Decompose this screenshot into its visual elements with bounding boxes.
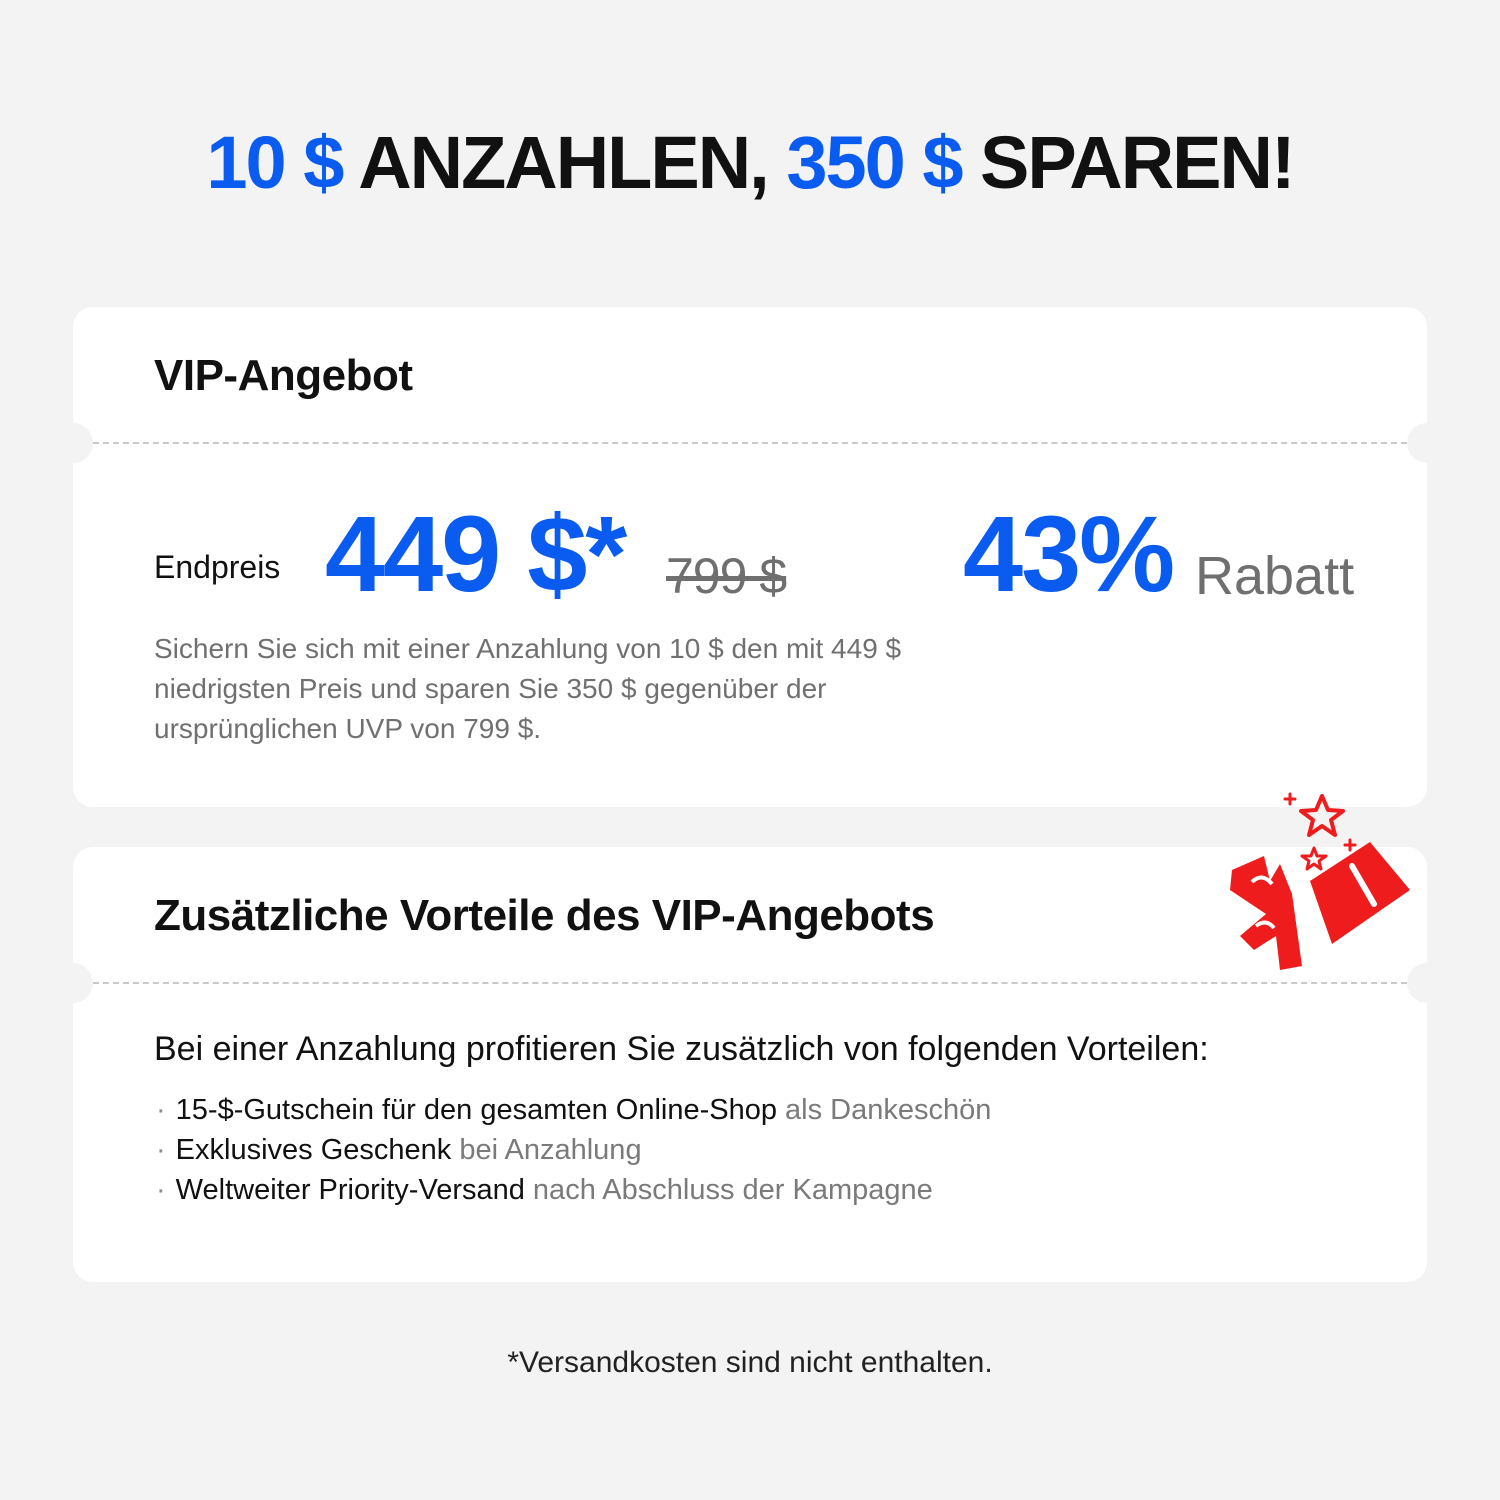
- list-item: · 15-$-Gutschein für den gesamten Online-…: [156, 1090, 991, 1130]
- ticket-notch-right: [1407, 423, 1447, 463]
- original-price: 799 $: [666, 548, 787, 604]
- list-item: · Weltweiter Priority-Versand nach Abschl…: [156, 1170, 991, 1210]
- headline-deposit-amount: 10 $: [206, 121, 344, 204]
- headline-savings-text: SPAREN!: [961, 121, 1296, 204]
- list-item: · Exklusives Geschenk bei Anzahlung: [156, 1130, 991, 1170]
- vip-offer-card: VIP-Angebot Endpreis 449 $* 799 $ 43% Ra…: [53, 307, 1447, 807]
- benefit-detail: nach Abschluss der Kampagne: [524, 1174, 933, 1206]
- offer-description: Sichern Sie sich mit einer Anzahlung von…: [154, 633, 902, 744]
- benefits-title: Zusätzliche Vorteile des VIP-Angebots: [154, 891, 935, 940]
- benefit-main: Weltweiter Priority-Versand: [175, 1174, 525, 1206]
- gift-icon: [1230, 792, 1410, 970]
- footnote: *Versandkosten sind nicht enthalten.: [507, 1346, 993, 1379]
- benefits-card: Zusätzliche Vorteile des VIP-Angebots Be…: [53, 847, 1447, 1282]
- final-price: 449 $*: [325, 493, 627, 614]
- bullet: ·: [156, 1094, 166, 1126]
- benefit-main: 15-$-Gutschein für den gesamten Online-S…: [175, 1094, 777, 1126]
- bullet: ·: [156, 1174, 166, 1206]
- benefit-list: · 15-$-Gutschein für den gesamten Online-…: [156, 1090, 991, 1210]
- final-price-label: Endpreis: [154, 549, 281, 585]
- dashed-divider: [93, 442, 1407, 444]
- headline: 10 $ ANZAHLEN, 350 $ SPAREN!: [0, 118, 1500, 208]
- ticket-notch-left: [53, 963, 93, 1003]
- benefit-detail: bei Anzahlung: [451, 1134, 642, 1166]
- headline-deposit-text: ANZAHLEN,: [342, 121, 787, 204]
- headline-savings-amount: 350 $: [786, 121, 963, 204]
- benefits-intro: Bei einer Anzahlung profitieren Sie zusä…: [154, 1030, 1209, 1068]
- ticket-notch-right: [1407, 963, 1447, 1003]
- benefit-detail: als Dankeschön: [776, 1094, 992, 1126]
- dashed-divider: [93, 982, 1407, 984]
- benefit-main: Exklusives Geschenk: [175, 1134, 452, 1166]
- discount-percent: 43%: [963, 493, 1175, 614]
- vip-offer-title: VIP-Angebot: [154, 351, 413, 400]
- discount-label: Rabatt: [1195, 546, 1355, 606]
- ticket-notch-left: [53, 423, 93, 463]
- bullet: ·: [156, 1134, 166, 1166]
